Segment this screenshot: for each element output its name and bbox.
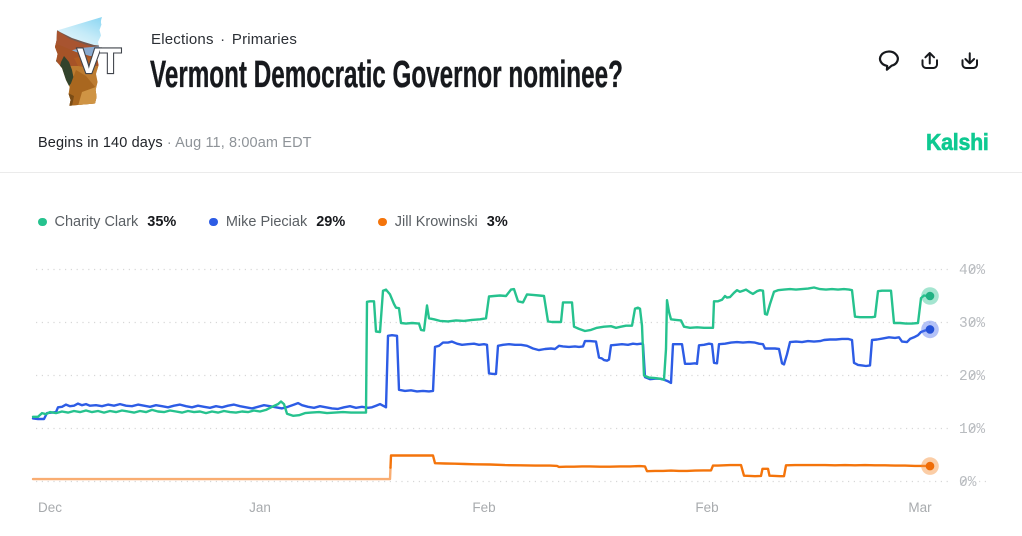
svg-text:Jan: Jan	[249, 500, 271, 515]
svg-text:20%: 20%	[959, 369, 985, 385]
svg-text:Feb: Feb	[695, 500, 718, 515]
svg-text:Feb: Feb	[472, 500, 495, 515]
svg-text:40%: 40%	[959, 263, 985, 279]
svg-text:Dec: Dec	[38, 500, 62, 515]
svg-text:Mar: Mar	[908, 500, 932, 515]
svg-text:10%: 10%	[959, 422, 985, 438]
svg-text:VT: VT	[77, 41, 122, 81]
svg-text:0%: 0%	[959, 475, 977, 491]
svg-text:30%: 30%	[959, 316, 985, 332]
